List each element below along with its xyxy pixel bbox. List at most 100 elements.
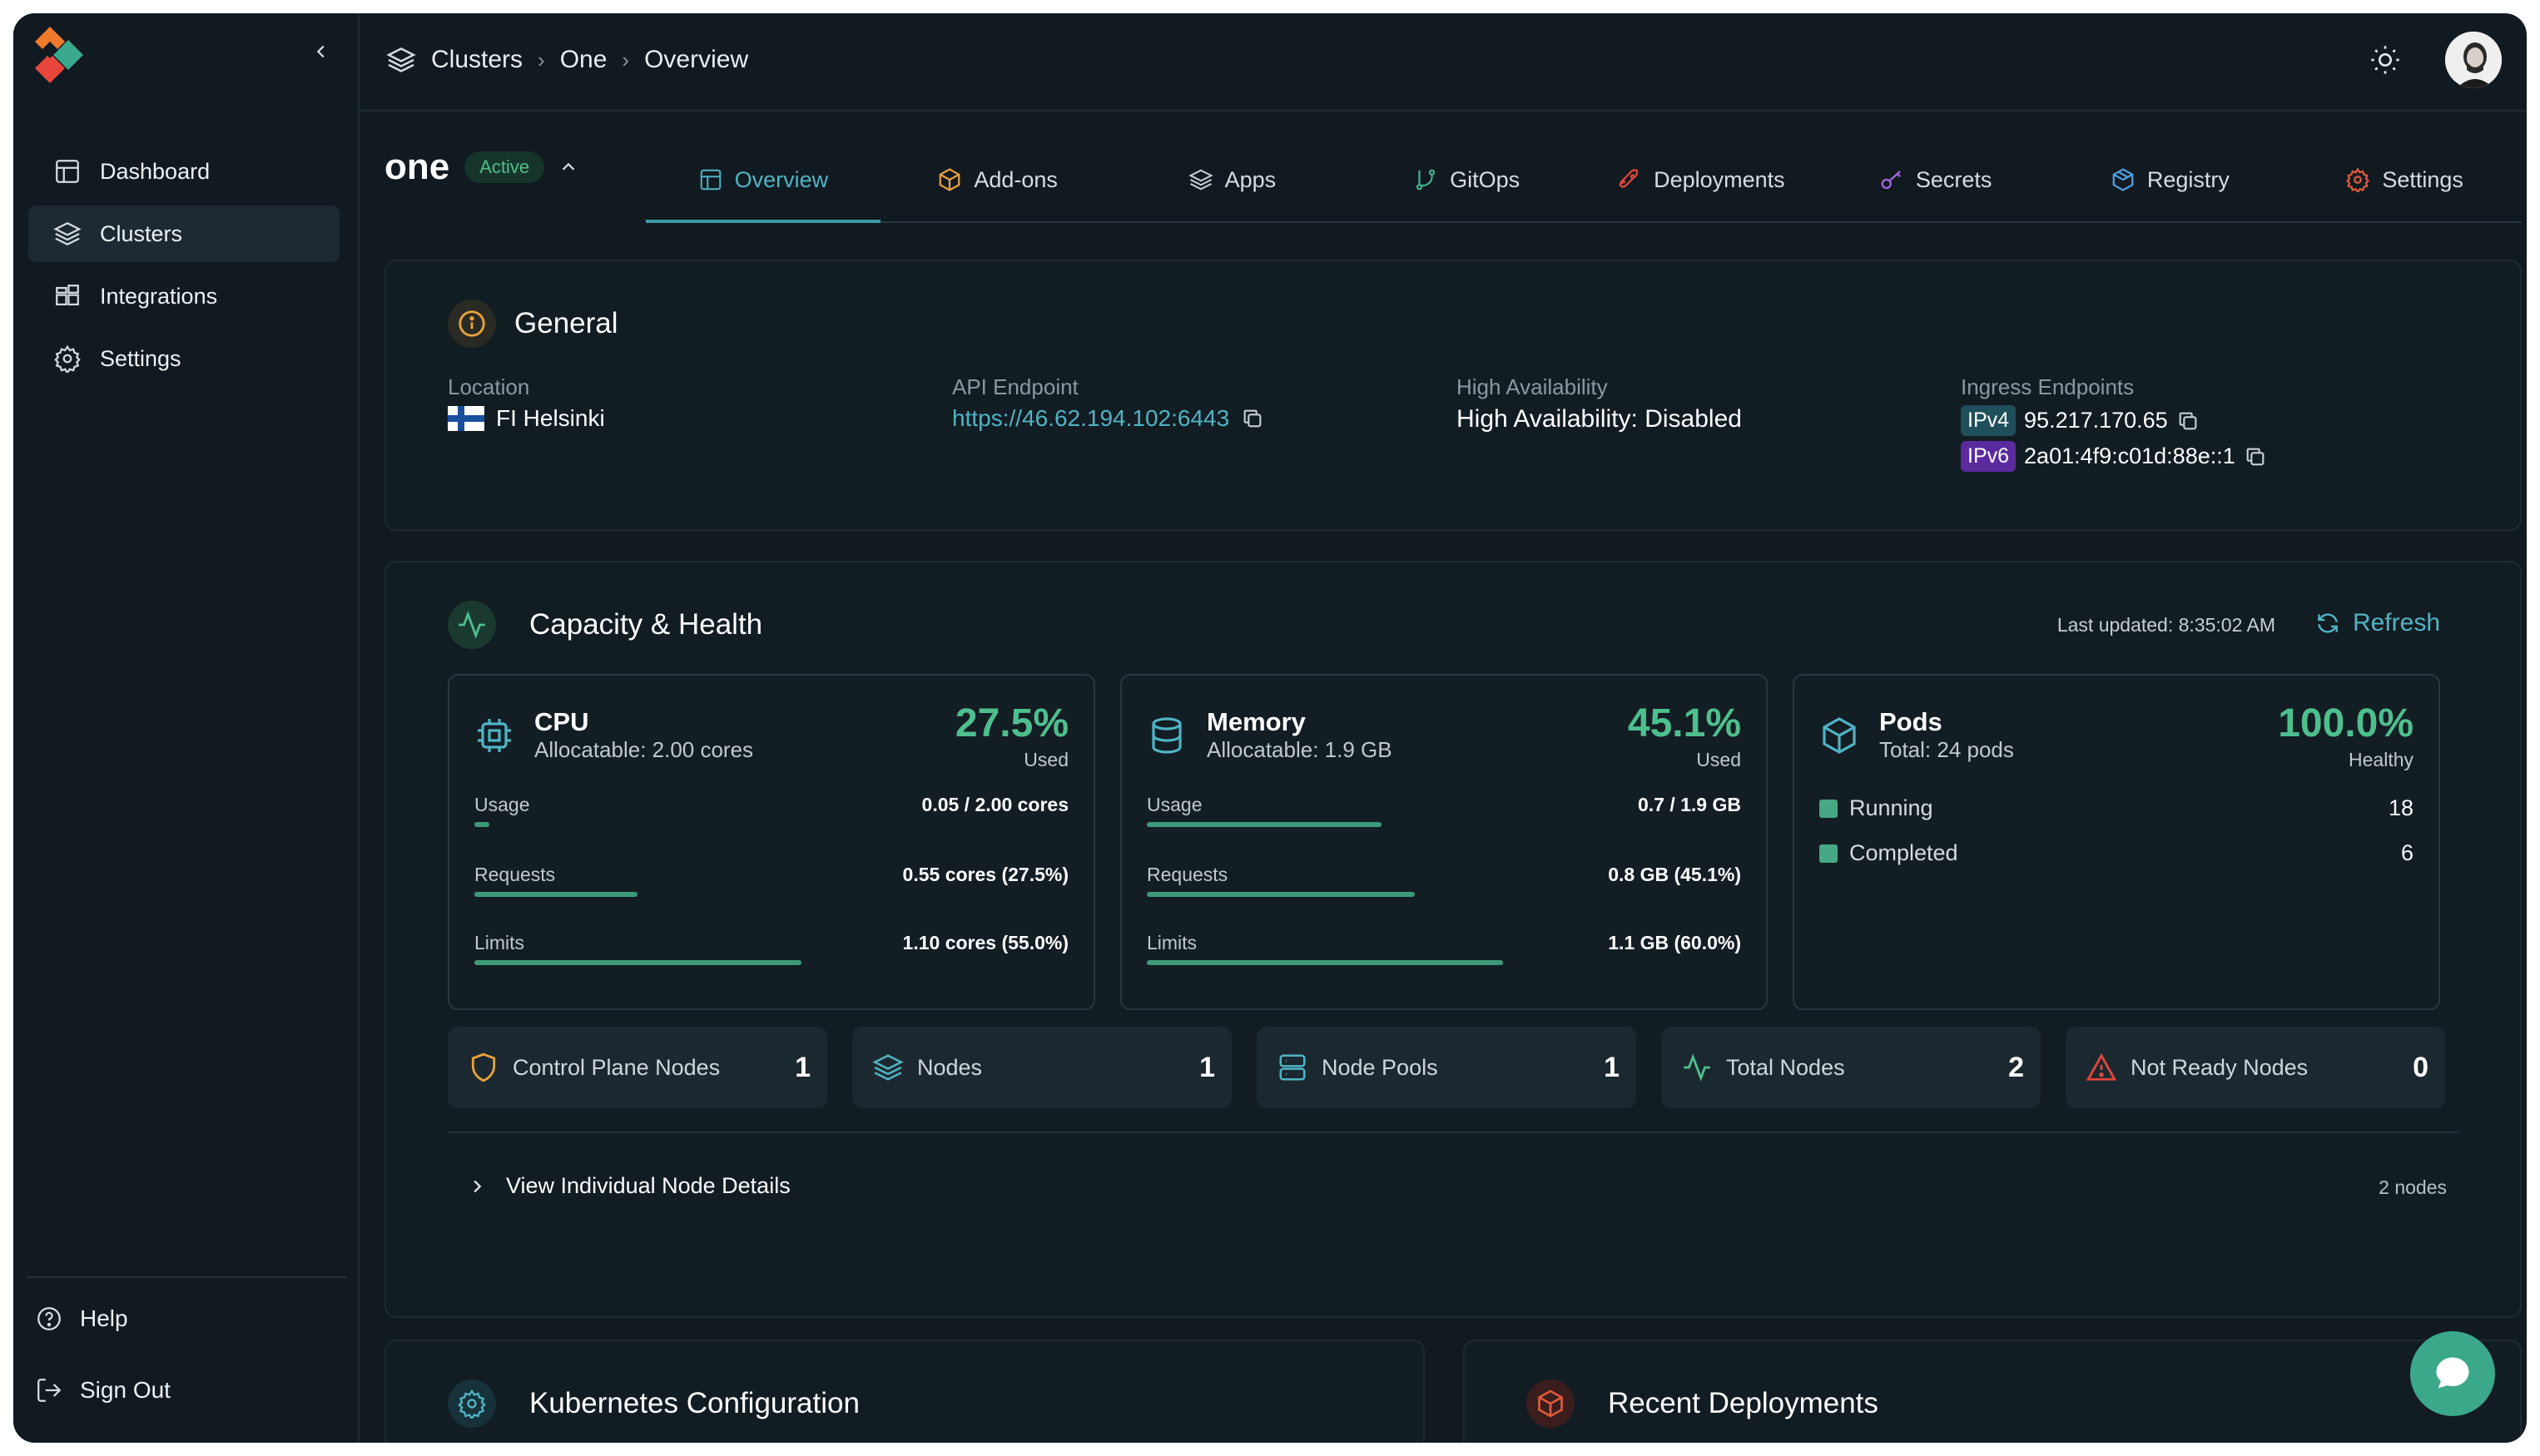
memory-title: Memory [1207, 707, 1306, 736]
chat-bubble-icon [2436, 1357, 2469, 1389]
usage-bar [1147, 822, 1741, 827]
sidebar-item-dashboard[interactable]: Dashboard [28, 143, 340, 200]
memory-percent: 45.1% [1627, 701, 1741, 745]
key-icon [1881, 171, 1901, 190]
running-count: 18 [2388, 795, 2413, 820]
sidebar: Dashboard Clusters Integrations Settings… [13, 13, 360, 1443]
tab-label: Settings [2382, 166, 2463, 192]
cpu-icon [478, 719, 511, 752]
usage-bar-fill [1147, 822, 1382, 827]
help-link[interactable]: Help [35, 1305, 128, 1333]
sidebar-item-label: Integrations [100, 283, 218, 309]
stat-value: 1 [1199, 1051, 1215, 1083]
chat-support-button[interactable] [2410, 1331, 2495, 1416]
node-count: 2 nodes [2379, 1176, 2447, 1198]
ipv6-value: 2a01:4f9:c01d:88e::1 [2024, 443, 2235, 468]
refresh-label: Refresh [2352, 609, 2440, 636]
theme-toggle-sun-icon[interactable] [2369, 43, 2402, 77]
ingress-endpoints-field: Ingress Endpoints IPv4 95.217.170.65 IPv… [1961, 374, 2267, 472]
shield-icon [471, 1052, 496, 1082]
pods-running-row: Running 18 [1819, 795, 2413, 821]
general-title: General [514, 307, 618, 339]
stat-value: 0 [2413, 1051, 2428, 1083]
api-endpoint-link[interactable]: https://46.62.194.102:6443 [952, 405, 1230, 431]
total-nodes-stat: Total Nodes 2 [1661, 1027, 2041, 1108]
completed-swatch [1819, 844, 1838, 863]
sidebar-item-label: Settings [100, 345, 181, 371]
cpu-allocatable: Allocatable: 2.00 cores [534, 737, 754, 762]
cluster-tabs: Overview Add-ons Apps GitOps Deployments… [646, 146, 2522, 223]
copy-icon[interactable] [1241, 407, 1264, 430]
chevron-right-icon [474, 1180, 482, 1192]
layers-icon [872, 1054, 904, 1081]
info-icon [448, 300, 496, 348]
node-details-label: View Individual Node Details [506, 1173, 791, 1198]
sign-out-button[interactable]: Sign Out [35, 1376, 171, 1404]
recent-deployments-header: Recent Deployments [1526, 1379, 1878, 1428]
kubernetes-configuration-card: Kubernetes Configuration [384, 1340, 1425, 1443]
chevron-up-icon[interactable] [559, 158, 578, 176]
tab-apps[interactable]: Apps [1115, 146, 1350, 221]
k8s-config-title: Kubernetes Configuration [529, 1387, 860, 1419]
tab-add-ons[interactable]: Add-ons [881, 146, 1115, 221]
status-badge: Active [464, 151, 545, 183]
tab-overview[interactable]: Overview [646, 146, 881, 223]
running-label: Running [1849, 795, 1933, 820]
copy-icon[interactable] [2176, 409, 2200, 433]
location-value-row: FI Helsinki [448, 405, 605, 432]
api-endpoint-field: API Endpoint https://46.62.194.102:6443 [952, 374, 1264, 432]
app-logo[interactable] [32, 23, 87, 87]
usage-value: 0.7 / 1.9 GB [1637, 794, 1741, 815]
rocket-icon [1619, 169, 1639, 189]
finland-flag-icon [448, 406, 484, 431]
chevron-right-icon: › [538, 47, 545, 72]
tab-label: Registry [2146, 166, 2230, 192]
tab-label: Apps [1224, 166, 1277, 192]
database-icon [1152, 717, 1182, 754]
limits-bar [474, 960, 1069, 965]
location-field: Location FI Helsinki [448, 374, 605, 432]
tab-label: Deployments [1654, 166, 1785, 192]
collapse-sidebar-button[interactable] [306, 37, 336, 67]
cluster-name: one [384, 146, 450, 187]
not-ready-nodes-stat: Not Ready Nodes 0 [2066, 1027, 2445, 1108]
package-icon [2112, 168, 2134, 191]
limits-label: Limits [1147, 932, 1198, 953]
breadcrumb: Clusters › One › Overview [386, 45, 748, 75]
package-icon [1526, 1379, 1575, 1428]
sidebar-item-settings[interactable]: Settings [28, 330, 340, 387]
location-value: FI Helsinki [496, 405, 605, 431]
user-avatar[interactable] [2445, 32, 2502, 88]
tab-secrets[interactable]: Secrets [1818, 146, 2053, 221]
pods-total: Total: 24 pods [1879, 737, 2014, 762]
stat-label: Node Pools [1322, 1054, 1438, 1080]
tab-settings[interactable]: Settings [2287, 146, 2522, 221]
cpu-percent: 27.5% [955, 701, 1069, 745]
help-label: Help [80, 1305, 128, 1331]
capacity-health-card: Capacity & Health Last updated: 8:35:02 … [384, 561, 2522, 1318]
sidebar-item-integrations[interactable]: Integrations [28, 268, 340, 324]
node-details-toggle[interactable]: View Individual Node Details 2 nodes [448, 1132, 2458, 1215]
usage-bar [474, 822, 1069, 827]
requests-label: Requests [474, 864, 556, 885]
tab-label: GitOps [1450, 166, 1521, 192]
refresh-button[interactable]: Refresh [2314, 609, 2440, 637]
limits-label: Limits [474, 932, 525, 953]
chevron-left-icon [316, 45, 325, 58]
layers-icon [386, 47, 416, 72]
limits-bar [1147, 960, 1741, 965]
breadcrumb-one[interactable]: One [559, 46, 608, 73]
tab-registry[interactable]: Registry [2053, 146, 2288, 221]
copy-icon[interactable] [2244, 445, 2267, 468]
tab-gitops[interactable]: GitOps [1349, 146, 1584, 221]
tab-deployments[interactable]: Deployments [1584, 146, 1818, 221]
sidebar-item-clusters[interactable]: Clusters [28, 206, 340, 262]
breadcrumb-clusters[interactable]: Clusters [431, 46, 523, 73]
general-card: General Location FI Helsinki API Endpoin… [384, 260, 2522, 531]
pods-completed-row: Completed 6 [1819, 840, 2413, 866]
sidebar-footer: Help Sign Out [27, 1276, 346, 1443]
ha-label: High Availability [1456, 374, 1608, 399]
ipv4-row: IPv4 95.217.170.65 [1961, 405, 2267, 436]
refresh-icon [2318, 613, 2338, 633]
ipv4-badge: IPv4 [1961, 405, 2017, 436]
